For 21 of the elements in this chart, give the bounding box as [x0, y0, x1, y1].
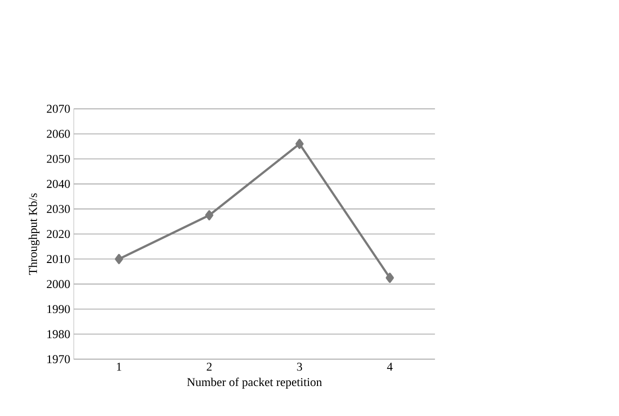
x-tick-label: 4 — [387, 362, 393, 371]
y-tick-label: 2040 — [46, 180, 70, 188]
y-axis-title: Throughput Kb/s — [28, 193, 40, 275]
y-tick-label: 2050 — [46, 154, 70, 163]
y-tick-label: 2010 — [46, 254, 70, 264]
point — [295, 138, 304, 149]
point — [114, 254, 124, 264]
x-tick-label: 1 — [117, 362, 122, 371]
y-tick-label: 1990 — [47, 305, 70, 314]
y-tick-label: 1980 — [47, 330, 70, 338]
y-tick-label: 2030 — [46, 204, 70, 213]
y-tick-label: 2000 — [46, 280, 70, 288]
y-tick-label: 2060 — [46, 130, 70, 138]
x-tick-label: 2 — [206, 362, 212, 371]
y-tick-label: 2020 — [46, 230, 70, 238]
point — [386, 272, 394, 283]
x-axis-title: Number of packet repetition — [187, 378, 322, 389]
y-tick-label: 1970 — [47, 355, 70, 364]
x-tick-label: 3 — [297, 362, 302, 371]
y-tick-label: 2070 — [46, 104, 70, 113]
point — [205, 210, 214, 220]
